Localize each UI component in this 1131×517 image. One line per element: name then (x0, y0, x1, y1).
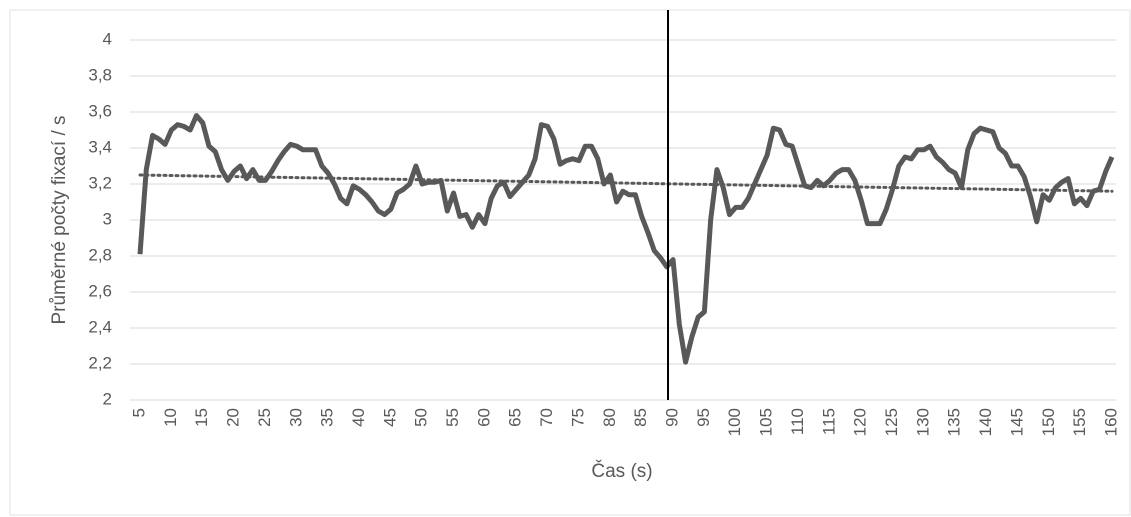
y-axis-title: Průměrné počty fixací / s (49, 115, 70, 324)
x-tick-label: 110 (788, 408, 807, 435)
x-tick-label: 95 (694, 408, 713, 427)
y-tick-label: 2,2 (88, 353, 112, 372)
x-tick-label: 115 (819, 408, 838, 435)
x-tick-label: 55 (443, 408, 462, 427)
x-tick-label: 150 (1039, 408, 1058, 436)
x-tick-label: 140 (976, 408, 995, 436)
y-tick-label: 3,8 (88, 65, 112, 84)
x-tick-label: 15 (192, 408, 211, 427)
x-tick-label: 20 (224, 408, 243, 427)
x-tick-label: 5 (129, 408, 148, 417)
x-tick-label: 135 (945, 408, 964, 436)
y-tick-label: 4 (103, 29, 112, 48)
x-tick-label: 35 (318, 408, 337, 427)
x-tick-label: 75 (568, 408, 587, 427)
y-tick-label: 3,6 (88, 101, 112, 120)
x-tick-label: 70 (537, 408, 556, 427)
x-tick-label: 40 (349, 408, 368, 427)
y-tick-label: 2,6 (88, 281, 112, 300)
x-tick-label: 45 (380, 408, 399, 427)
x-tick-label: 130 (913, 408, 932, 436)
x-tick-label: 105 (757, 408, 776, 436)
y-tick-label: 2 (103, 389, 112, 408)
x-tick-label: 80 (600, 408, 619, 427)
x-tick-label: 155 (1070, 408, 1089, 436)
x-axis-title: Čas (s) (591, 460, 652, 482)
x-tick-label: 160 (1101, 408, 1120, 436)
x-tick-label: 85 (631, 408, 650, 427)
trendline (138, 173, 1114, 193)
chart-border (9, 9, 1131, 516)
x-tick-label: 145 (1007, 408, 1026, 436)
data-line (137, 113, 1115, 365)
x-tick-label: 30 (286, 408, 305, 427)
x-tick-label: 60 (474, 408, 493, 427)
y-tick-label: 3 (103, 209, 112, 228)
x-tick-label: 120 (851, 408, 870, 436)
x-tick-label: 50 (412, 408, 431, 427)
x-tick-label: 10 (161, 408, 180, 427)
y-tick-label: 2,4 (88, 317, 112, 336)
y-tick-label: 2,8 (88, 245, 112, 264)
y-tick-label: 3,2 (88, 173, 112, 192)
x-tick-label: 125 (882, 408, 901, 436)
x-tick-label: 90 (663, 408, 682, 427)
x-tick-label: 100 (725, 408, 744, 436)
y-tick-label: 3,4 (88, 137, 112, 156)
x-tick-label: 25 (255, 408, 274, 427)
x-tick-label: 65 (506, 408, 525, 427)
